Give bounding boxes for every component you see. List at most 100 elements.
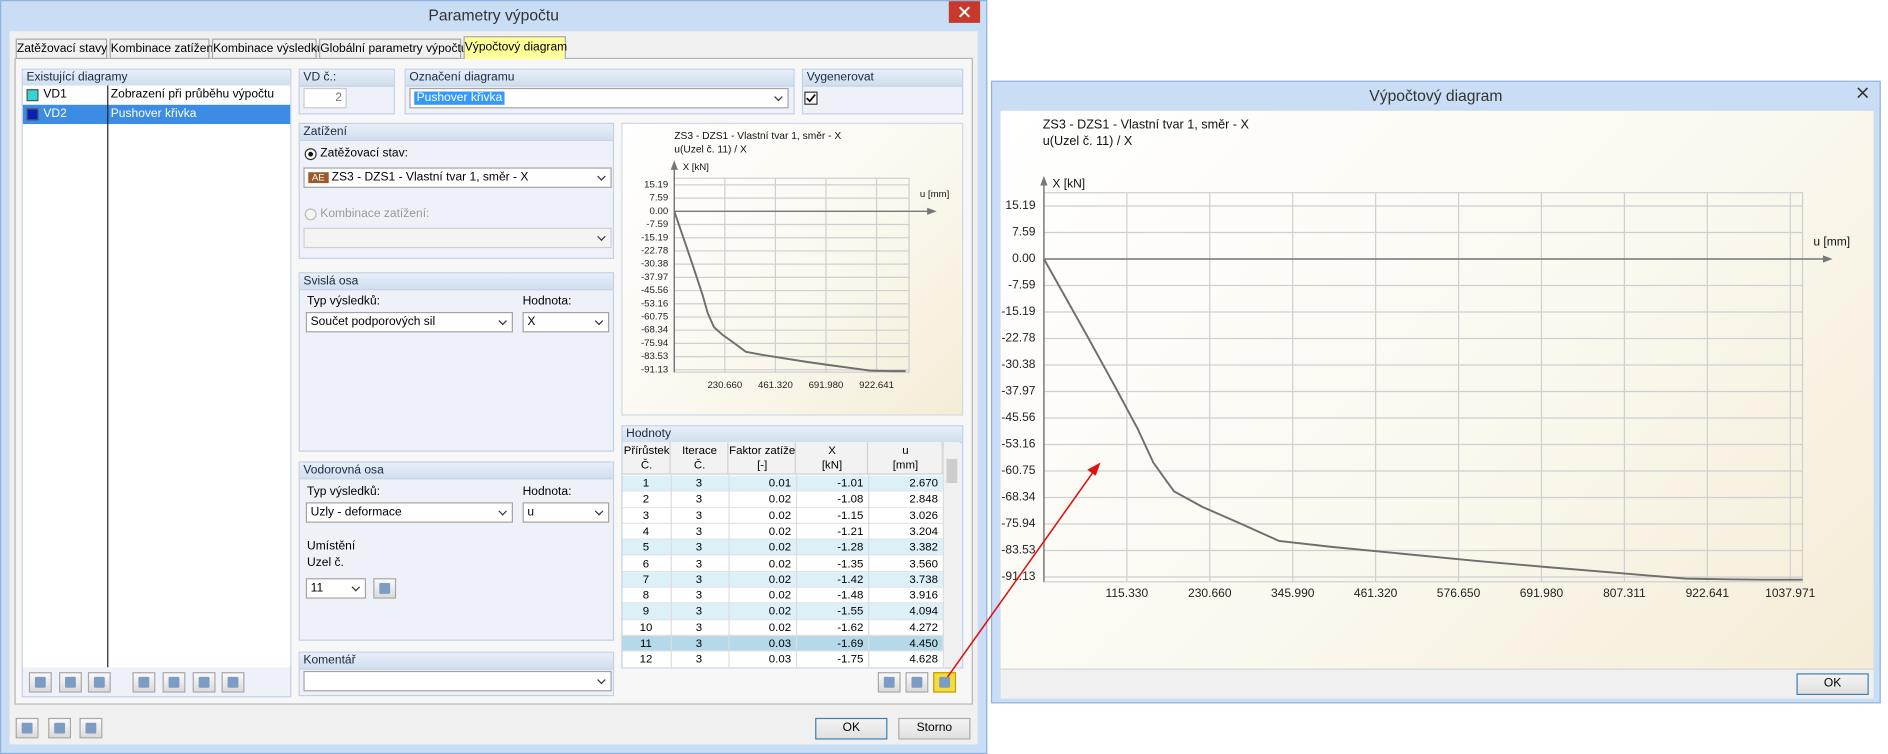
combination-label: Kombinace zatížení:	[320, 207, 430, 221]
ok-button[interactable]: OK	[1796, 673, 1869, 695]
radio-load-case[interactable]	[304, 148, 317, 161]
preview-title: Výpočtový diagram	[1369, 86, 1503, 105]
diagram-list: VD1 Zobrazení při průběhu výpočtu VD2 Pusho…	[22, 85, 291, 668]
table-cell: 1	[642, 476, 650, 491]
table-row[interactable]	[622, 555, 943, 572]
column-header-text: Č.	[693, 458, 706, 473]
diagram-row[interactable]: VD2 Pushover křivka	[22, 104, 291, 125]
group-header: Komentář	[299, 652, 613, 670]
tab[interactable]: Zatěžovací stavy	[15, 38, 107, 60]
uncheck-button[interactable]	[192, 672, 216, 693]
delete-button[interactable]	[87, 672, 111, 693]
table-cell: -1.69	[837, 637, 864, 651]
tab[interactable]: Výpočtový diagram	[463, 36, 567, 60]
table-row[interactable]	[622, 635, 943, 652]
column-line	[670, 474, 672, 668]
node-combo[interactable]: 11	[305, 578, 367, 599]
table-cell: -1.15	[837, 509, 864, 523]
copy-button[interactable]	[58, 672, 82, 693]
cancel-button[interactable]: Storno	[898, 717, 971, 740]
x-tick-label: 691.980	[809, 380, 844, 391]
comment-combo[interactable]	[303, 670, 612, 692]
zoom-button[interactable]	[905, 672, 929, 693]
swap-button[interactable]	[221, 672, 245, 693]
y-tick-label: -75.94	[1001, 516, 1035, 530]
tab[interactable]: Kombinace výsledků	[211, 38, 324, 60]
table-cell: 11	[640, 637, 652, 651]
generate-checkbox[interactable]	[804, 91, 818, 105]
table-row[interactable]	[622, 539, 943, 556]
y-tick-label: -45.56	[1001, 410, 1035, 424]
value-combo[interactable]: u	[522, 502, 610, 523]
ok-button[interactable]: OK	[815, 717, 888, 740]
table-cell: 3.026	[909, 509, 938, 523]
x-tick-label: 576.650	[1437, 586, 1481, 600]
open-button[interactable]	[48, 717, 72, 739]
table-row[interactable]	[622, 523, 943, 540]
close-button[interactable]	[1847, 81, 1879, 104]
table-cell: -1.01	[837, 476, 864, 491]
column-header	[622, 442, 671, 475]
group-header: Zatížení	[299, 124, 613, 141]
diagram-row[interactable]: VD1 Zobrazení při průběhu výpočtu	[23, 86, 290, 105]
table-row[interactable]	[622, 619, 943, 636]
y-tick-label: -53.16	[641, 298, 668, 309]
table-row[interactable]	[622, 603, 943, 620]
result-type-label: Typ výsledků:	[307, 485, 381, 499]
table-row[interactable]	[622, 571, 943, 588]
diagram-name: Zobrazení při průběhu výpočtu	[110, 87, 275, 102]
export-button[interactable]	[933, 672, 957, 693]
value-combo[interactable]: X	[522, 311, 610, 333]
radio-combination	[304, 208, 317, 221]
tab[interactable]: Kombinace zatížení	[109, 38, 217, 60]
table-cell: 0.03	[768, 637, 792, 651]
chart-title: ZS3 - DZS1 - Vlastní tvar 1, směr - X	[674, 131, 841, 142]
table-cell: 3.916	[909, 589, 938, 603]
column-line	[728, 474, 730, 668]
column-header	[670, 442, 729, 475]
load-case-value: ZS3 - DZS1 - Vlastní tvar 1, směr - X	[331, 171, 529, 185]
column-line	[868, 474, 870, 668]
print-button[interactable]	[877, 672, 901, 693]
color-swatch	[26, 89, 39, 102]
y-tick-label: -83.53	[1001, 543, 1035, 557]
table-cell: 0.02	[768, 541, 792, 555]
y-tick-label: 7.59	[1012, 225, 1036, 239]
table-cell: -1.75	[837, 653, 864, 667]
result-type-combo[interactable]: Součet podporových sil	[305, 311, 513, 333]
x-tick-label: 691.980	[1520, 586, 1564, 600]
check-button[interactable]	[162, 672, 186, 693]
new-button[interactable]	[28, 672, 52, 693]
y-tick-label: -91.13	[641, 364, 668, 375]
x-axis-arrow	[927, 207, 937, 215]
designation-combo[interactable]: Pushover křivka	[409, 87, 789, 109]
load-case-combo[interactable]: AE ZS3 - DZS1 - Vlastní tvar 1, směr - X	[303, 167, 612, 188]
y-tick-label: -22.78	[641, 245, 668, 256]
table-row[interactable]	[622, 475, 943, 492]
vd-no-input[interactable]: 2	[303, 87, 347, 109]
pick-node-button[interactable]	[373, 578, 397, 599]
y-tick-label: 7.59	[650, 193, 669, 204]
scroll-thumb[interactable]	[946, 458, 958, 484]
table-row[interactable]	[622, 507, 943, 524]
table-row[interactable]	[622, 651, 943, 668]
table-row[interactable]	[622, 491, 943, 508]
y-tick-label: -7.59	[1008, 278, 1036, 292]
scrollbar[interactable]	[942, 442, 960, 668]
help-button[interactable]	[15, 717, 39, 739]
tool-button[interactable]	[132, 672, 156, 693]
result-type-combo[interactable]: Uzly - deformace	[305, 502, 513, 523]
tab[interactable]: Globální parametry výpočtu	[319, 38, 468, 60]
y-tick-label: -22.78	[1001, 331, 1035, 345]
y-tick-label: -60.75	[1001, 463, 1035, 477]
x-tick-label: 922.641	[1686, 586, 1730, 600]
close-button[interactable]	[948, 1, 981, 23]
save-button[interactable]	[79, 717, 103, 739]
table-cell: 2	[642, 492, 650, 507]
table-row[interactable]	[622, 587, 943, 604]
table-cell: 0.02	[768, 605, 792, 619]
table-cell: 4.272	[909, 621, 938, 635]
y-axis-arrow	[670, 160, 678, 170]
y-tick-label: -15.19	[641, 232, 668, 243]
